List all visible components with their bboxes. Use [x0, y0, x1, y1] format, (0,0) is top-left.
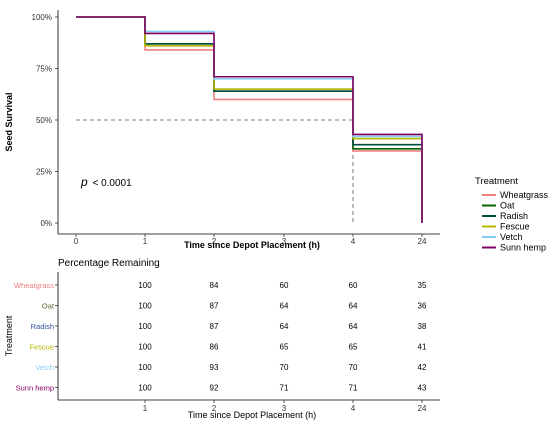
legend-title: Treatment: [475, 176, 518, 187]
table-cell: 64: [349, 322, 358, 331]
table-row: Wheatgrass 100 84 60 60 35: [14, 281, 427, 290]
table-cell: 35: [418, 281, 427, 290]
table-cell: 65: [280, 343, 289, 352]
table-x-tick-label: 1: [143, 404, 148, 413]
table-cell: 100: [138, 343, 152, 352]
legend-label: Fescue: [500, 222, 530, 232]
p-value-text: < 0.0001: [92, 178, 132, 189]
legend-label: Radish: [500, 211, 528, 221]
table-cell: 43: [418, 384, 427, 393]
legend-label: Wheatgrass: [500, 190, 549, 200]
legend-item: Fescue: [482, 222, 530, 232]
table-row: Radish 100 87 64 64 38: [31, 322, 427, 331]
table-cell: 100: [138, 302, 152, 311]
p-value-annotation: p < 0.0001: [80, 175, 132, 189]
survival-series: [76, 16, 423, 223]
table-cell: 70: [349, 363, 358, 372]
y-tick-label: 25%: [36, 168, 52, 177]
table-cell: 86: [210, 343, 219, 352]
x-tick-label: 4: [351, 237, 356, 246]
table-cell: 60: [280, 281, 289, 290]
table-row: Sunn hemp 100 92 71 71 43: [16, 384, 427, 393]
legend: Treatment WheatgrassOatRadishFescueVetch…: [475, 176, 549, 253]
table-cell: 92: [210, 384, 219, 393]
table-row: Fescue 100 86 65 65 41: [29, 343, 427, 352]
table-cell: 93: [210, 363, 219, 372]
y-tick-label: 75%: [36, 65, 52, 74]
p-symbol: p: [80, 175, 88, 189]
x-axis-title: Time since Depot Placement (h): [184, 240, 320, 250]
table-cell: 64: [280, 322, 289, 331]
table-cell: 84: [210, 281, 219, 290]
table-x-tick-label: 4: [351, 404, 356, 413]
table-cell: 42: [418, 363, 427, 372]
table-row-label: Wheatgrass: [14, 281, 54, 290]
table-cell: 38: [418, 322, 427, 331]
x-tick-label: 0: [74, 237, 79, 246]
table-title: Percentage Remaining: [58, 258, 160, 269]
table-row-label: Oat: [42, 302, 55, 311]
legend-item: Radish: [482, 211, 528, 221]
table-row-axis-title: Treatment: [4, 315, 14, 356]
percentage-remaining-table: Percentage Remaining Wheatgrass 100 84 60 60…: [4, 258, 440, 420]
survival-plot: 0% 25% 50% 75% 100% 0 1 2 3 4 24 Seed Survival Ti…: [4, 10, 440, 250]
table-cell: 36: [418, 302, 427, 311]
median-reference-lines: [76, 119, 354, 223]
table-row-label: Sunn hemp: [16, 384, 54, 393]
x-tick-label: 2: [212, 237, 217, 246]
y-ticks: 0% 25% 50% 75% 100%: [32, 13, 58, 228]
table-cell: 87: [210, 322, 219, 331]
table-row-label: Fescue: [29, 343, 54, 352]
x-tick-label: 1: [143, 237, 148, 246]
table-x-tick-label: 24: [418, 404, 427, 413]
table-cell: 71: [280, 384, 289, 393]
table-x-axis-title: Time since Depot Placement (h): [188, 410, 316, 420]
series-line-sunn-hemp: [76, 16, 423, 223]
legend-item: Sunn hemp: [482, 243, 546, 253]
legend-item: Wheatgrass: [482, 190, 549, 200]
y-tick-label: 50%: [36, 116, 52, 125]
table-cell: 70: [280, 363, 289, 372]
table-cell: 65: [349, 343, 358, 352]
x-tick-label: 24: [418, 237, 427, 246]
table-row: Vetch 100 93 70 70 42: [35, 363, 427, 372]
x-ticks: 0 1 2 3 4 24: [74, 234, 427, 246]
x-tick-label: 3: [282, 237, 287, 246]
table-cell: 41: [418, 343, 427, 352]
table-cell: 71: [349, 384, 358, 393]
legend-label: Sunn hemp: [500, 243, 546, 253]
legend-label: Vetch: [500, 232, 523, 242]
table-cell: 64: [280, 302, 289, 311]
y-tick-label: 100%: [32, 13, 52, 22]
legend-item: Oat: [482, 201, 515, 211]
table-cell: 100: [138, 281, 152, 290]
table-row-label: Radish: [31, 322, 54, 331]
y-axis-title: Seed Survival: [4, 92, 14, 151]
y-tick-label: 0%: [40, 219, 52, 228]
legend-label: Oat: [500, 201, 515, 211]
table-row: Oat 100 87 64 64 36: [42, 302, 427, 311]
legend-item: Vetch: [482, 232, 523, 242]
table-x-tick-label: 3: [282, 404, 287, 413]
table-cell: 87: [210, 302, 219, 311]
table-cell: 100: [138, 384, 152, 393]
table-cell: 100: [138, 322, 152, 331]
table-cell: 60: [349, 281, 358, 290]
table-row-label: Vetch: [35, 363, 54, 372]
table-cell: 64: [349, 302, 358, 311]
table-x-tick-label: 2: [212, 404, 217, 413]
table-cell: 100: [138, 363, 152, 372]
